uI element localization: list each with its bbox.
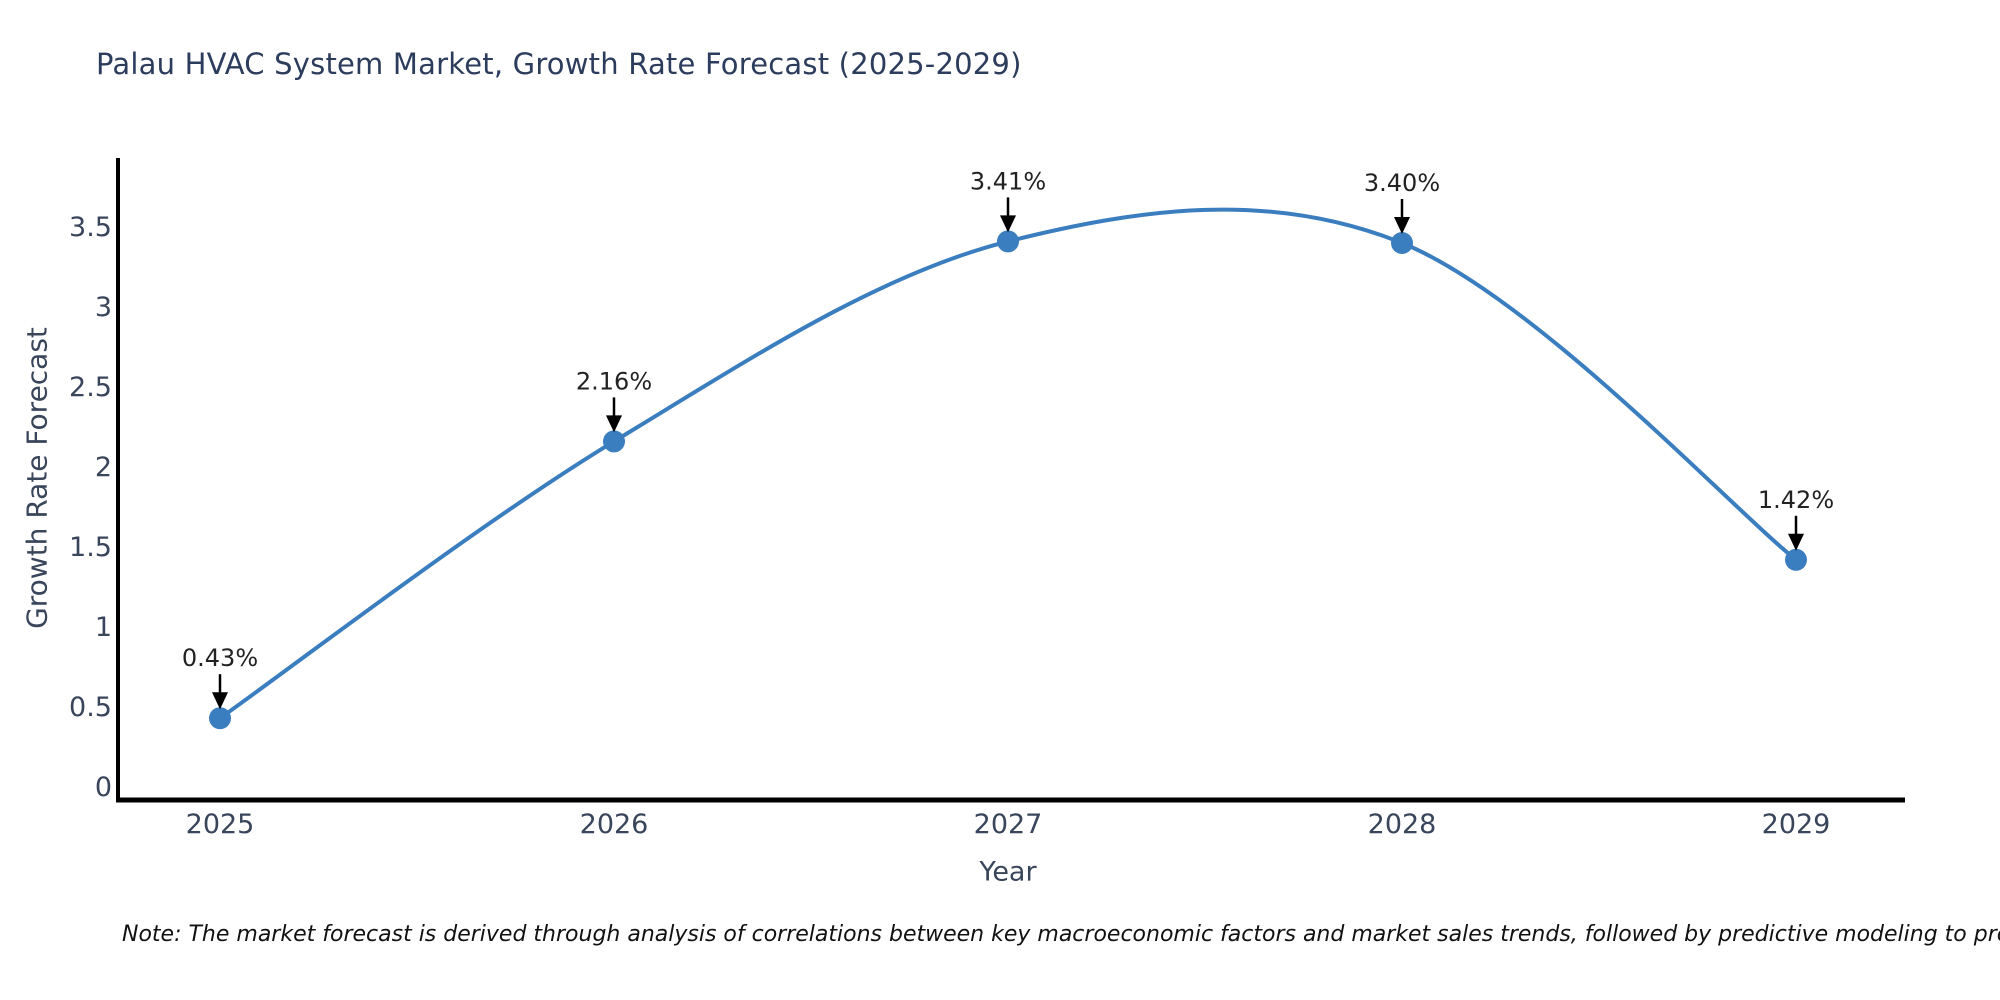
y-tick-label: 2 (95, 452, 112, 483)
y-tick-label: 1.5 (69, 532, 112, 563)
x-tick-label: 2025 (186, 809, 255, 840)
data-point-marker (209, 707, 231, 730)
data-point-label: 0.43% (182, 644, 258, 672)
data-point-label: 2.16% (576, 367, 652, 395)
data-point-label: 3.40% (1364, 169, 1440, 197)
data-point-marker (1391, 232, 1413, 254)
data-point-marker (1785, 548, 1807, 571)
x-axis-title: Year (979, 856, 1037, 888)
y-tick-label: 3.5 (69, 212, 112, 243)
data-point-marker (997, 230, 1019, 253)
y-axis-title: Growth Rate Forecast (20, 327, 54, 629)
x-tick-label: 2026 (580, 809, 649, 840)
data-point-label: 3.41% (970, 167, 1046, 195)
annotation-arrow-head (606, 415, 622, 433)
y-tick-label: 0 (95, 772, 112, 803)
y-tick-label: 2.5 (69, 372, 112, 403)
x-tick-label: 2029 (1762, 809, 1831, 840)
annotation-arrow-head (1788, 533, 1804, 551)
annotation-arrow-head (1394, 217, 1410, 234)
forecast-line (218, 207, 1798, 721)
y-tick-label: 1 (95, 612, 112, 643)
footnote: Note: The market forecast is derived thr… (122, 922, 2000, 947)
x-tick-label: 2028 (1368, 809, 1437, 840)
data-point-label: 1.42% (1758, 486, 1834, 514)
x-tick-label: 2027 (974, 809, 1043, 840)
annotation-arrow-head (1000, 215, 1016, 233)
annotation-arrow-head (212, 692, 228, 710)
y-tick-label: 0.5 (69, 692, 112, 723)
chart-title: Palau HVAC System Market, Growth Rate Fo… (96, 47, 1022, 81)
data-point-marker (603, 430, 625, 453)
y-tick-label: 3 (95, 292, 112, 323)
